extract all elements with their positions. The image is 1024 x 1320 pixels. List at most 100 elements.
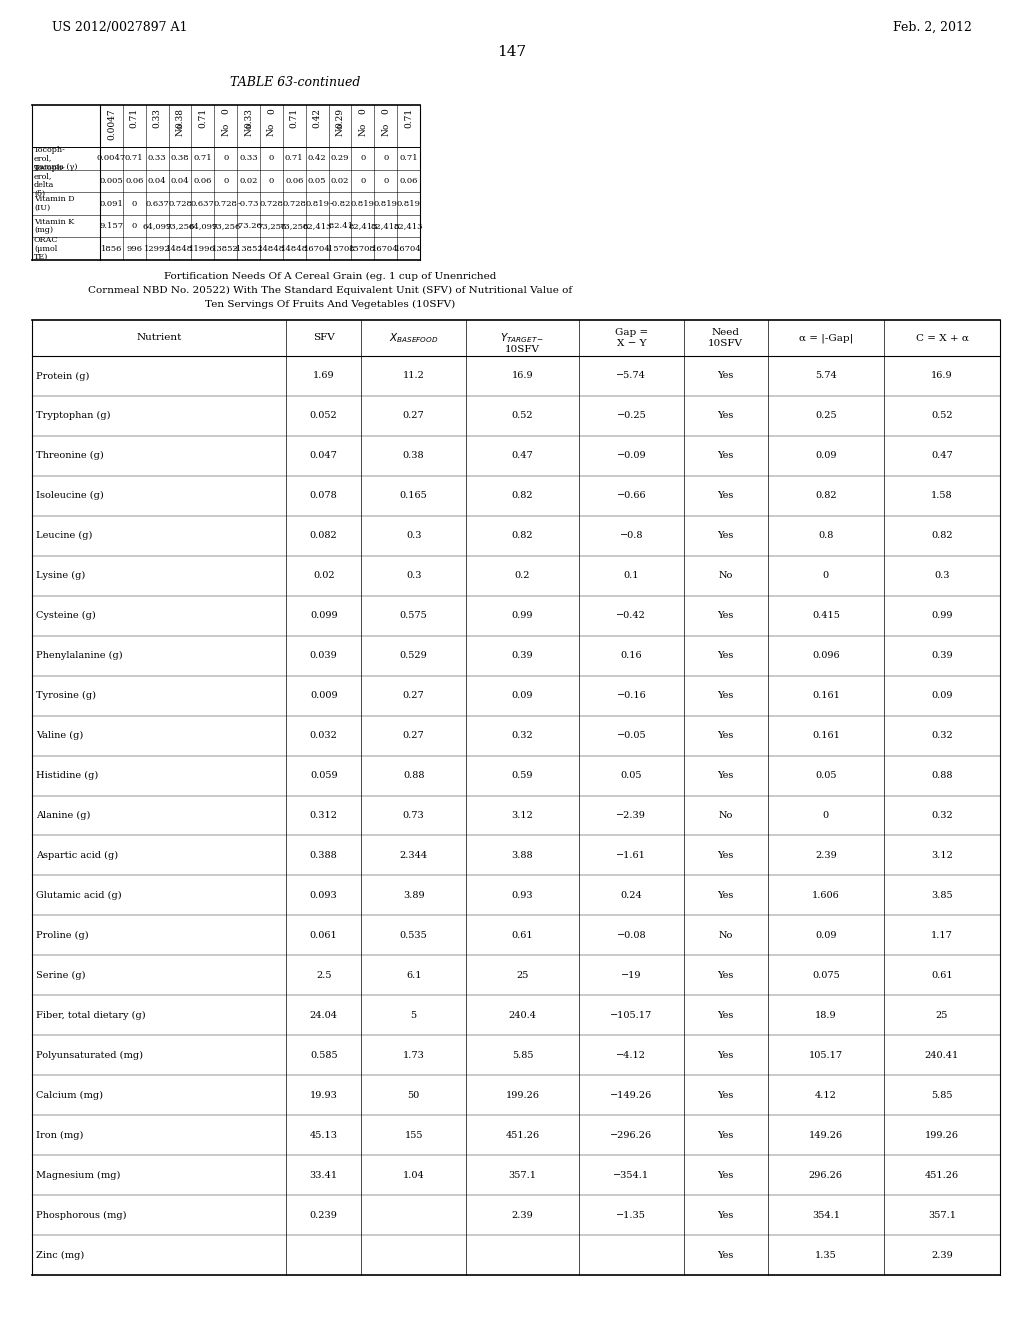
Text: 16.9: 16.9 xyxy=(931,371,952,380)
Text: Yes: Yes xyxy=(718,1011,734,1020)
Text: C = X + α: C = X + α xyxy=(915,334,969,342)
Text: 0.16: 0.16 xyxy=(621,651,642,660)
Text: Proline (g): Proline (g) xyxy=(36,931,89,940)
Text: 64,099: 64,099 xyxy=(188,222,217,230)
Text: 0: 0 xyxy=(383,154,388,162)
Text: No: No xyxy=(358,123,368,136)
Text: 0.2: 0.2 xyxy=(515,572,530,581)
Text: 0.05: 0.05 xyxy=(621,771,642,780)
Text: Yes: Yes xyxy=(718,1210,734,1220)
Text: 0: 0 xyxy=(823,810,828,820)
Text: 0.078: 0.078 xyxy=(310,491,338,500)
Text: Yes: Yes xyxy=(718,1051,734,1060)
Text: 0.32: 0.32 xyxy=(512,731,534,741)
Text: 0.032: 0.032 xyxy=(310,731,338,741)
Text: 0.728: 0.728 xyxy=(283,199,306,207)
Text: 11996: 11996 xyxy=(189,244,216,252)
Text: Glutamic acid (g): Glutamic acid (g) xyxy=(36,891,122,900)
Text: 996: 996 xyxy=(126,244,142,252)
Text: Serine (g): Serine (g) xyxy=(36,970,85,979)
Text: 82,413: 82,413 xyxy=(371,222,400,230)
Text: 82,413: 82,413 xyxy=(394,222,423,230)
Text: 0.06: 0.06 xyxy=(285,177,303,185)
Text: Alanine (g): Alanine (g) xyxy=(36,810,90,820)
Text: −1.35: −1.35 xyxy=(616,1210,646,1220)
Text: 25: 25 xyxy=(936,1011,948,1020)
Text: Yes: Yes xyxy=(718,692,734,700)
Text: −105.17: −105.17 xyxy=(610,1011,652,1020)
Text: 0.38: 0.38 xyxy=(175,108,184,128)
Text: 0.637: 0.637 xyxy=(190,199,215,207)
Text: 5.85: 5.85 xyxy=(931,1090,952,1100)
Text: 0.33: 0.33 xyxy=(244,108,253,128)
Text: 0.39: 0.39 xyxy=(931,651,952,660)
Text: 0.24: 0.24 xyxy=(621,891,642,900)
Text: 0.32: 0.32 xyxy=(931,810,952,820)
Text: 0.239: 0.239 xyxy=(310,1210,338,1220)
Text: −0.25: −0.25 xyxy=(616,412,646,421)
Text: 24.04: 24.04 xyxy=(309,1011,338,1020)
Text: −19: −19 xyxy=(622,970,642,979)
Text: 33.41: 33.41 xyxy=(309,1171,338,1180)
Text: 0.091: 0.091 xyxy=(99,199,123,207)
Text: 0.71: 0.71 xyxy=(194,154,212,162)
Text: 0.082: 0.082 xyxy=(310,532,338,540)
Text: Lysine (g): Lysine (g) xyxy=(36,572,85,581)
Text: Phenylalanine (g): Phenylalanine (g) xyxy=(36,651,123,660)
Text: 2.39: 2.39 xyxy=(815,851,837,859)
Text: Yes: Yes xyxy=(718,371,734,380)
Text: 0.09: 0.09 xyxy=(512,692,534,700)
Text: 0.61: 0.61 xyxy=(512,931,534,940)
Text: 0.06: 0.06 xyxy=(125,177,143,185)
Text: Yes: Yes xyxy=(718,1250,734,1259)
Text: Yes: Yes xyxy=(718,1090,734,1100)
Text: 64,099: 64,099 xyxy=(142,222,172,230)
Text: 0: 0 xyxy=(221,108,230,114)
Text: 5.85: 5.85 xyxy=(512,1051,534,1060)
Text: 13852: 13852 xyxy=(212,244,239,252)
Text: 0.02: 0.02 xyxy=(240,177,258,185)
Text: 0.819: 0.819 xyxy=(396,199,421,207)
Text: 0.71: 0.71 xyxy=(399,154,418,162)
Text: 0.047: 0.047 xyxy=(310,451,338,461)
Text: 0.71: 0.71 xyxy=(290,108,299,128)
Text: 0: 0 xyxy=(360,154,366,162)
Text: −4.12: −4.12 xyxy=(616,1051,646,1060)
Text: 0.096: 0.096 xyxy=(812,651,840,660)
Text: Yes: Yes xyxy=(718,771,734,780)
Text: 3.12: 3.12 xyxy=(512,810,534,820)
Text: No: No xyxy=(719,931,733,940)
Text: 0.52: 0.52 xyxy=(931,412,952,421)
Text: 0.71: 0.71 xyxy=(125,154,143,162)
Text: $Y_{TARGET-}$: $Y_{TARGET-}$ xyxy=(501,331,545,345)
Text: 73,256: 73,256 xyxy=(211,222,241,230)
Text: 1.04: 1.04 xyxy=(402,1171,425,1180)
Text: 451.26: 451.26 xyxy=(925,1171,959,1180)
Text: Aspartic acid (g): Aspartic acid (g) xyxy=(36,851,118,861)
Text: $X_{BASEFOOD}$: $X_{BASEFOOD}$ xyxy=(389,331,438,345)
Text: α = |-Gap|: α = |-Gap| xyxy=(799,333,853,343)
Text: 0: 0 xyxy=(267,108,275,114)
Text: 4.12: 4.12 xyxy=(815,1090,837,1100)
Text: 1.17: 1.17 xyxy=(931,931,953,940)
Text: 2.344: 2.344 xyxy=(399,851,428,859)
Text: 0.33: 0.33 xyxy=(153,108,162,128)
Text: 0.059: 0.059 xyxy=(310,771,338,780)
Text: 0.71: 0.71 xyxy=(285,154,303,162)
Text: 0.52: 0.52 xyxy=(512,412,534,421)
Text: -73.26: -73.26 xyxy=(236,222,262,230)
Text: 0.27: 0.27 xyxy=(402,692,425,700)
Text: 0.093: 0.093 xyxy=(310,891,338,900)
Text: 0.161: 0.161 xyxy=(812,731,840,741)
Text: 0.29: 0.29 xyxy=(331,154,349,162)
Text: 0.415: 0.415 xyxy=(812,611,840,620)
Text: 2.39: 2.39 xyxy=(512,1210,534,1220)
Text: 0: 0 xyxy=(223,177,228,185)
Text: 0.82: 0.82 xyxy=(512,491,534,500)
Text: −5.74: −5.74 xyxy=(616,371,646,380)
Text: Feb. 2, 2012: Feb. 2, 2012 xyxy=(893,21,972,33)
Text: 0.8: 0.8 xyxy=(818,532,834,540)
Text: 0.819: 0.819 xyxy=(305,199,329,207)
Text: 45.13: 45.13 xyxy=(309,1131,338,1139)
Text: Yes: Yes xyxy=(718,731,734,741)
